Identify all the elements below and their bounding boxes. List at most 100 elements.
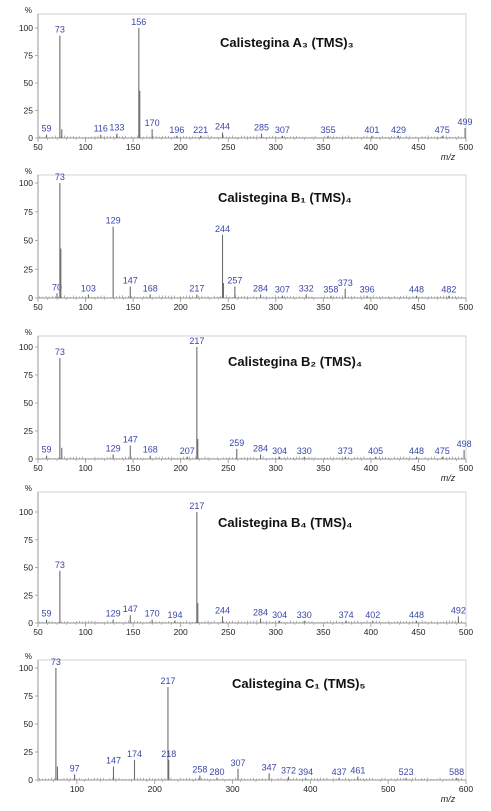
x-tick-label: 400 <box>364 302 378 312</box>
peak-label-523: 523 <box>399 767 414 777</box>
y-axis-unit: % <box>25 652 32 661</box>
peak-label-73: 73 <box>51 657 61 667</box>
x-tick-label: 600 <box>459 784 473 794</box>
peak-label-437: 437 <box>332 767 347 777</box>
peak-label-217: 217 <box>189 284 204 294</box>
peak-label-588: 588 <box>449 767 464 777</box>
peak-label-217: 217 <box>189 501 204 511</box>
y-tick-label: 0 <box>28 775 33 785</box>
peak-label-59: 59 <box>42 124 52 134</box>
peak-label-257: 257 <box>227 276 242 286</box>
spectrum-title: Calistegina A₃ (TMS)₃ <box>220 35 354 50</box>
x-axis-label: m/z <box>441 794 456 804</box>
x-tick-label: 150 <box>126 627 140 637</box>
peak-label-244: 244 <box>215 224 230 234</box>
peak-label-429: 429 <box>391 125 406 135</box>
spectrum-panel-4: % 0 25 50 75 100 50 100 150 200 250 300 350 400 450 500… <box>19 484 474 637</box>
peak-label-170: 170 <box>145 609 160 619</box>
x-tick-label: 500 <box>459 302 473 312</box>
spectrum-title: Calistegina C₁ (TMS)₅ <box>232 676 365 691</box>
y-tick-label: 75 <box>24 691 34 701</box>
x-tick-label: 500 <box>459 463 473 473</box>
peak-label-448: 448 <box>409 610 424 620</box>
y-tick-label: 75 <box>24 207 34 217</box>
peak-label-73: 73 <box>55 172 65 182</box>
peak-label-244: 244 <box>215 122 230 132</box>
x-tick-label: 300 <box>269 302 283 312</box>
peak-label-304: 304 <box>272 610 287 620</box>
y-tick-label: 75 <box>24 535 34 545</box>
y-tick-label: 25 <box>24 426 34 436</box>
peak-label-358: 358 <box>323 285 338 295</box>
peak-label-59: 59 <box>42 609 52 619</box>
x-tick-label: 200 <box>174 302 188 312</box>
peak-label-498: 498 <box>457 439 472 449</box>
peak-label-147: 147 <box>123 276 138 286</box>
x-tick-label: 250 <box>221 463 235 473</box>
peak-label-330: 330 <box>297 610 312 620</box>
x-tick-label: 100 <box>70 784 84 794</box>
peak-label-168: 168 <box>143 284 158 294</box>
x-tick-label: 300 <box>269 463 283 473</box>
y-tick-label: 50 <box>24 398 34 408</box>
peak-label-147: 147 <box>106 756 121 766</box>
y-axis-unit: % <box>25 6 32 15</box>
x-tick-label: 400 <box>364 627 378 637</box>
peak-label-402: 402 <box>365 610 380 620</box>
peak-label-97: 97 <box>70 763 80 773</box>
spectrum-title: Calistegina B₄ (TMS)₄ <box>218 515 352 530</box>
peak-label-59: 59 <box>42 445 52 455</box>
x-tick-label: 450 <box>411 142 425 152</box>
y-tick-label: 75 <box>24 370 34 380</box>
y-tick-label: 50 <box>24 563 34 573</box>
peak-label-332: 332 <box>299 284 314 294</box>
x-tick-label: 250 <box>221 142 235 152</box>
y-tick-label: 100 <box>19 507 33 517</box>
x-tick-label: 150 <box>126 302 140 312</box>
peak-label-284: 284 <box>253 608 268 618</box>
peak-label-373: 373 <box>338 278 353 288</box>
peak-label-129: 129 <box>106 216 121 226</box>
x-tick-label: 250 <box>221 627 235 637</box>
y-tick-label: 50 <box>24 236 34 246</box>
x-tick-label: 100 <box>78 627 92 637</box>
peak-label-168: 168 <box>143 445 158 455</box>
peak-label-156: 156 <box>131 17 146 27</box>
peak-label-73: 73 <box>55 25 65 35</box>
peak-label-372: 372 <box>281 766 296 776</box>
x-tick-label: 300 <box>269 142 283 152</box>
peak-label-355: 355 <box>321 125 336 135</box>
peak-label-285: 285 <box>254 123 269 133</box>
y-tick-label: 0 <box>28 133 33 143</box>
peak-label-258: 258 <box>192 765 207 775</box>
spectrum-panel-3: % 0 25 50 75 100 50 100 150 200 250 300 350 400 450 500… <box>19 328 474 483</box>
peak-label-347: 347 <box>262 762 277 772</box>
peak-label-499: 499 <box>458 117 473 127</box>
x-axis-label: m/z <box>441 152 456 162</box>
x-tick-label: 200 <box>148 784 162 794</box>
plot-frame <box>37 491 467 624</box>
peak-label-492: 492 <box>451 605 466 615</box>
x-tick-label: 200 <box>174 627 188 637</box>
peak-label-405: 405 <box>368 446 383 456</box>
peak-label-482: 482 <box>441 285 456 295</box>
peak-label-244: 244 <box>215 605 230 615</box>
spectrum-title: Calistegina B₁ (TMS)₄ <box>218 190 352 205</box>
peak-label-280: 280 <box>209 767 224 777</box>
peak-label-147: 147 <box>123 435 138 445</box>
peak-label-373: 373 <box>338 446 353 456</box>
peak-label-73: 73 <box>55 347 65 357</box>
spectrum-panel-1: % 0 25 50 75 100 50 100 150 200 250 300 350 400 450 500… <box>19 6 474 162</box>
x-tick-label: 50 <box>33 627 43 637</box>
spectrum-title: Calistegina B₂ (TMS)₄ <box>228 354 362 369</box>
x-tick-label: 150 <box>126 463 140 473</box>
peak-label-218: 218 <box>161 749 176 759</box>
peak-label-461: 461 <box>350 766 365 776</box>
y-tick-label: 100 <box>19 663 33 673</box>
peak-label-217: 217 <box>189 336 204 346</box>
peak-label-70: 70 <box>52 282 62 292</box>
peak-label-284: 284 <box>253 284 268 294</box>
peak-label-330: 330 <box>297 446 312 456</box>
x-tick-label: 100 <box>78 302 92 312</box>
